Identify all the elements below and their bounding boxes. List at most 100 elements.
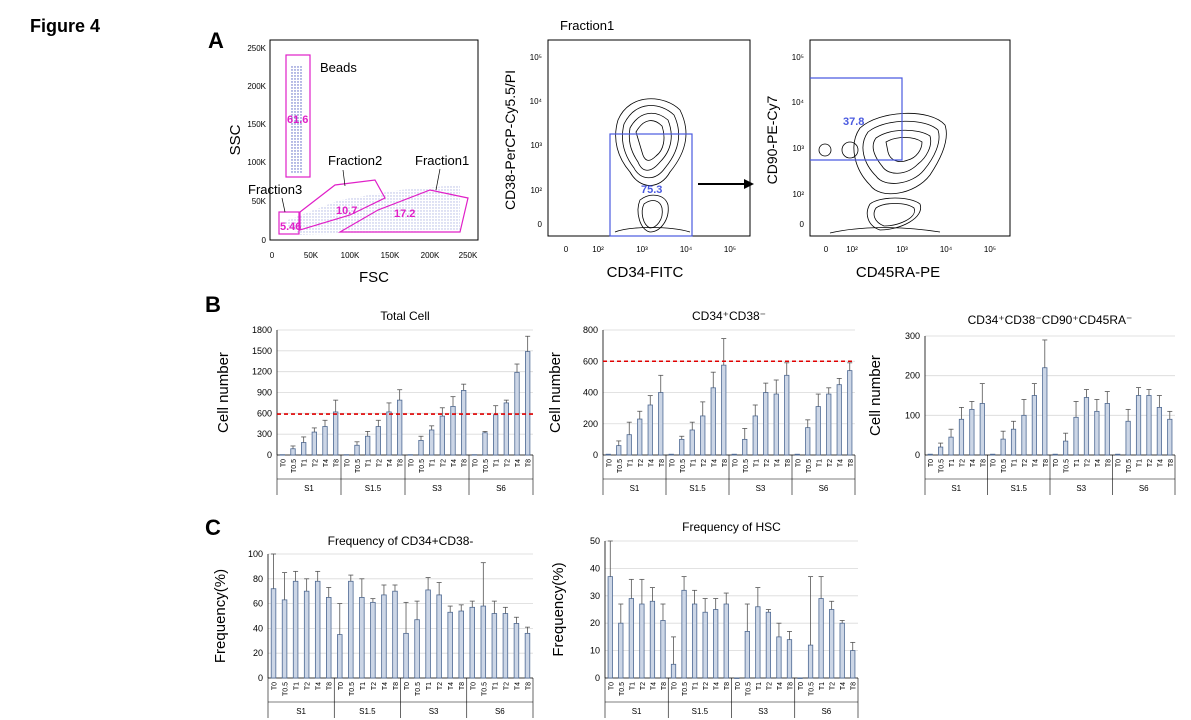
category-label: T1: [949, 459, 956, 467]
bar: [618, 622, 624, 679]
contour1-xtick: 10⁴: [680, 245, 693, 254]
fraction2-percent: 10.7: [336, 205, 357, 217]
y-tick-label: 300: [905, 331, 920, 341]
category-label: T1: [430, 459, 437, 467]
category-label: T1: [294, 682, 301, 690]
bar: [348, 580, 354, 679]
bar: [647, 404, 653, 456]
category-label: T2: [701, 459, 708, 467]
contour2-xtick: 10²: [846, 245, 858, 254]
category-label: T4: [1032, 459, 1039, 467]
contour2-ytick: 10⁵: [792, 53, 804, 62]
group-label: S1: [630, 484, 640, 493]
scatter-ytick: 50K: [252, 197, 267, 206]
bar: [1052, 453, 1058, 456]
bar: [990, 453, 996, 456]
bar: [1063, 440, 1069, 456]
contour1-gate-percent: 75.3: [641, 184, 662, 196]
category-label: T4: [714, 682, 721, 690]
fraction1-gate: [337, 189, 469, 233]
bar: [710, 387, 716, 456]
group-label: S1.5: [359, 707, 376, 716]
category-label: T4: [382, 682, 389, 690]
bar: [370, 601, 376, 679]
chart-ylabel: Cell number: [867, 355, 884, 436]
beads-label: Beads: [320, 60, 357, 75]
category-label: T0.5: [680, 459, 687, 473]
beads-gate: [285, 54, 311, 178]
category-label: T8: [526, 459, 533, 467]
bar: [938, 446, 944, 456]
scatter-xtick: 150K: [381, 251, 400, 260]
group-label: S3: [432, 484, 442, 493]
bar: [784, 374, 790, 456]
y-tick-label: 0: [267, 450, 272, 460]
category-label: T2: [638, 459, 645, 467]
bar: [1010, 428, 1017, 456]
y-tick-label: 1800: [252, 325, 272, 335]
chart-title: CD34⁺CD38⁻CD90⁺CD45RA⁻: [968, 313, 1133, 327]
bar: [948, 436, 954, 456]
y-tick-label: 300: [257, 429, 272, 439]
bar: [958, 418, 965, 456]
bar: [763, 392, 769, 456]
bar: [649, 600, 656, 679]
category-label: T0: [1053, 459, 1060, 467]
category-label: T8: [848, 459, 855, 467]
panel-label-a: A: [208, 28, 224, 53]
category-label: T8: [462, 459, 469, 467]
category-label: T0.5: [349, 682, 356, 696]
category-label: T8: [659, 459, 666, 467]
bar: [818, 598, 824, 679]
category-label: T8: [334, 459, 341, 467]
y-tick-label: 30: [590, 591, 600, 601]
category-label: T2: [503, 682, 510, 690]
y-tick-label: 40: [590, 563, 600, 573]
y-tick-label: 200: [583, 419, 598, 429]
category-label: T4: [777, 682, 784, 690]
bar: [639, 603, 645, 679]
category-label: T2: [376, 459, 383, 467]
contour2-xlabel: CD45RA-PE: [856, 264, 940, 281]
bar: [525, 351, 531, 456]
contour2-xtick: 10³: [896, 245, 908, 254]
fraction1-label: Fraction1: [415, 153, 469, 168]
y-tick-label: 800: [583, 325, 598, 335]
group-label: S6: [819, 484, 829, 493]
bar: [1125, 420, 1131, 456]
category-label: T8: [785, 459, 792, 467]
group-label: S6: [1139, 484, 1149, 493]
category-label: T0: [472, 459, 479, 467]
chart-ylabel: Cell number: [547, 352, 564, 433]
contour1-frame: [547, 39, 751, 237]
contour1-xlabel: CD34-FITC: [607, 264, 684, 281]
contour1-xtick: 10²: [592, 245, 604, 254]
bar: [1104, 403, 1110, 456]
category-label: T8: [393, 682, 400, 690]
y-tick-label: 1500: [252, 346, 272, 356]
bar: [343, 454, 349, 456]
category-label: T8: [525, 682, 532, 690]
contour2-lines: [818, 112, 947, 234]
bar: [755, 606, 761, 679]
bar: [480, 605, 487, 679]
bar: [1000, 438, 1006, 456]
bar: [1021, 414, 1027, 456]
bar: [471, 454, 477, 456]
bar: [679, 438, 685, 456]
category-label: T4: [387, 459, 394, 467]
category-label: T1: [492, 682, 499, 690]
bar: [524, 632, 531, 679]
category-label: T2: [1084, 459, 1091, 467]
category-label: T8: [327, 682, 334, 690]
category-label: T4: [837, 459, 844, 467]
bar: [1083, 397, 1090, 456]
bar: [752, 415, 758, 456]
y-tick-label: 20: [253, 648, 263, 658]
bar: [713, 609, 719, 679]
y-tick-label: 600: [583, 356, 598, 366]
category-label: T0.5: [619, 682, 626, 696]
bar: [386, 411, 392, 456]
bar: [979, 403, 985, 456]
